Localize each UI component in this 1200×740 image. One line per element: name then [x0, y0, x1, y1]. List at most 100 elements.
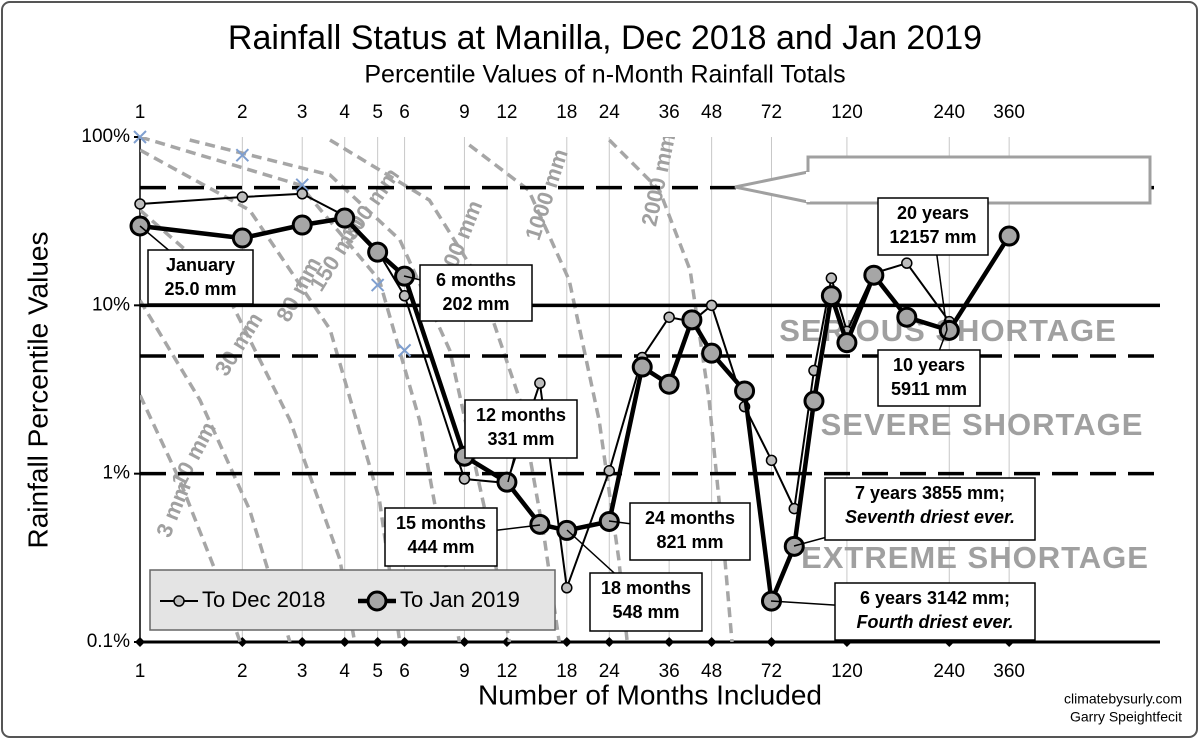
- callout-text: 20 years: [897, 203, 969, 223]
- data-point: [291, 214, 313, 236]
- legend-box: [149, 569, 556, 631]
- x-marker: [235, 148, 250, 162]
- y-tick-label: 0.1%: [87, 631, 130, 652]
- data-point: [236, 191, 249, 203]
- callout-box: [464, 399, 578, 459]
- y-tick-label: 100%: [81, 126, 130, 147]
- callout-text: 12157 mm: [889, 227, 976, 247]
- x-tick-label: 18: [556, 661, 577, 682]
- callout-text: 7 years 3855 mm;: [855, 483, 1005, 503]
- data-point: [496, 471, 518, 493]
- callout-text: 25.0 mm: [164, 279, 236, 299]
- x-axis-label: Number of Months Included: [478, 679, 822, 710]
- callout-text: 331 mm: [487, 429, 554, 449]
- x-tick-label: 36: [659, 661, 680, 682]
- data-point: [534, 377, 546, 389]
- callout-text: 15 months: [396, 513, 486, 533]
- x-tick-label-top: 3: [297, 102, 308, 123]
- data-point: [896, 306, 918, 328]
- callout-text: 548 mm: [612, 602, 679, 622]
- x-tick-label-top: 2: [237, 102, 248, 123]
- x-tick-label-top: 18: [556, 102, 577, 123]
- x-tick-label-top: 1: [135, 102, 146, 123]
- data-point: [296, 188, 308, 200]
- zone-label: SEVERE SHORTAGE: [821, 407, 1144, 442]
- data-point: [701, 342, 723, 364]
- data-point: [658, 373, 680, 395]
- legend-marker: [366, 590, 388, 612]
- credit: climatebysurly.com: [1064, 691, 1182, 707]
- x-tick-label-top: 24: [599, 102, 621, 123]
- callout-text: 18 months: [601, 578, 691, 598]
- x-tick-label-top: 240: [933, 102, 965, 123]
- y-axis-label: Rainfall Percentile Values: [22, 232, 53, 549]
- grid: 1122334455669912121818242436364848727212…: [81, 102, 1160, 682]
- x-tick-label-top: 72: [761, 102, 782, 123]
- annotations: January 25.0 mm 6 months 202 mm 12 months 331…: [139, 197, 1036, 641]
- x-tick-label: 5: [372, 661, 383, 682]
- callout-box: [589, 572, 703, 632]
- legend-label: To Dec 2018: [202, 587, 326, 612]
- callout-text: 202 mm: [442, 294, 509, 314]
- y-tick-label: 10%: [92, 294, 130, 315]
- chart-subtitle: Percentile Values of n-Month Rainfall To…: [364, 61, 845, 89]
- data-point: [734, 380, 756, 402]
- data-point: [458, 473, 471, 485]
- data-point: [803, 390, 825, 412]
- x-tick-label: 24: [599, 661, 621, 682]
- data-point: [367, 241, 389, 263]
- x-tick-label-top: 12: [496, 102, 517, 123]
- data-point: [561, 582, 573, 594]
- callout-text: Seventh driest ever.: [845, 507, 1015, 527]
- callout-text: January: [166, 255, 235, 275]
- data-point: [705, 299, 718, 312]
- x-tick-label: 240: [933, 661, 965, 682]
- callout-box: [419, 264, 533, 322]
- callout-text: 444 mm: [407, 537, 474, 557]
- callout-box: [147, 249, 254, 305]
- callout-box: [834, 582, 1036, 641]
- x-marker: [133, 130, 147, 144]
- data-point: [765, 454, 778, 467]
- data-point: [836, 332, 858, 354]
- data-point: [334, 207, 356, 229]
- credit: Garry Speightfecit: [1070, 709, 1182, 725]
- data-point: [603, 465, 616, 477]
- x-tick-label-top: 6: [399, 102, 410, 123]
- data-point: [863, 264, 885, 286]
- legend: To Dec 2018 To Jan 2019: [160, 587, 520, 612]
- x-tick-label: 1: [135, 661, 146, 682]
- x-tick-label-top: 48: [701, 102, 722, 123]
- data-point: [231, 227, 253, 249]
- callout-text: 24 months: [645, 508, 735, 528]
- callout-box: [877, 349, 981, 407]
- data-point: [134, 198, 146, 210]
- callout-text: 10 years: [893, 355, 965, 375]
- x-tick-label: 360: [993, 661, 1025, 682]
- x-marker: [370, 278, 385, 292]
- data-point: [663, 311, 675, 323]
- x-tick-label: 12: [496, 661, 517, 682]
- x-tick-label-top: 4: [339, 102, 350, 123]
- x-tick-label-top: 9: [459, 102, 470, 123]
- x-tick-label: 48: [701, 661, 722, 682]
- callout-text: 5911 mm: [891, 379, 967, 399]
- x-tick-label: 4: [339, 661, 350, 682]
- callout-text: 6 years 3142 mm;: [860, 588, 1010, 608]
- data-point: [631, 356, 653, 378]
- contour-line: [329, 138, 561, 642]
- callout-box: [824, 477, 1036, 541]
- legend-label: To Jan 2019: [400, 587, 520, 612]
- callout-text: Fourth driest ever.: [856, 612, 1013, 632]
- x-tick-label: 9: [459, 661, 470, 682]
- x-tick-label: 3: [297, 661, 308, 682]
- zone-box: [806, 155, 1152, 205]
- x-marker: [397, 343, 412, 358]
- x-tick-label-top: 5: [372, 102, 383, 123]
- y-tick-label: 1%: [103, 463, 131, 484]
- x-tick-label: 6: [399, 661, 410, 682]
- data-point: [825, 272, 838, 284]
- callout-box: [877, 197, 989, 256]
- x-tick-label-top: 36: [659, 102, 680, 123]
- data-point: [901, 257, 913, 269]
